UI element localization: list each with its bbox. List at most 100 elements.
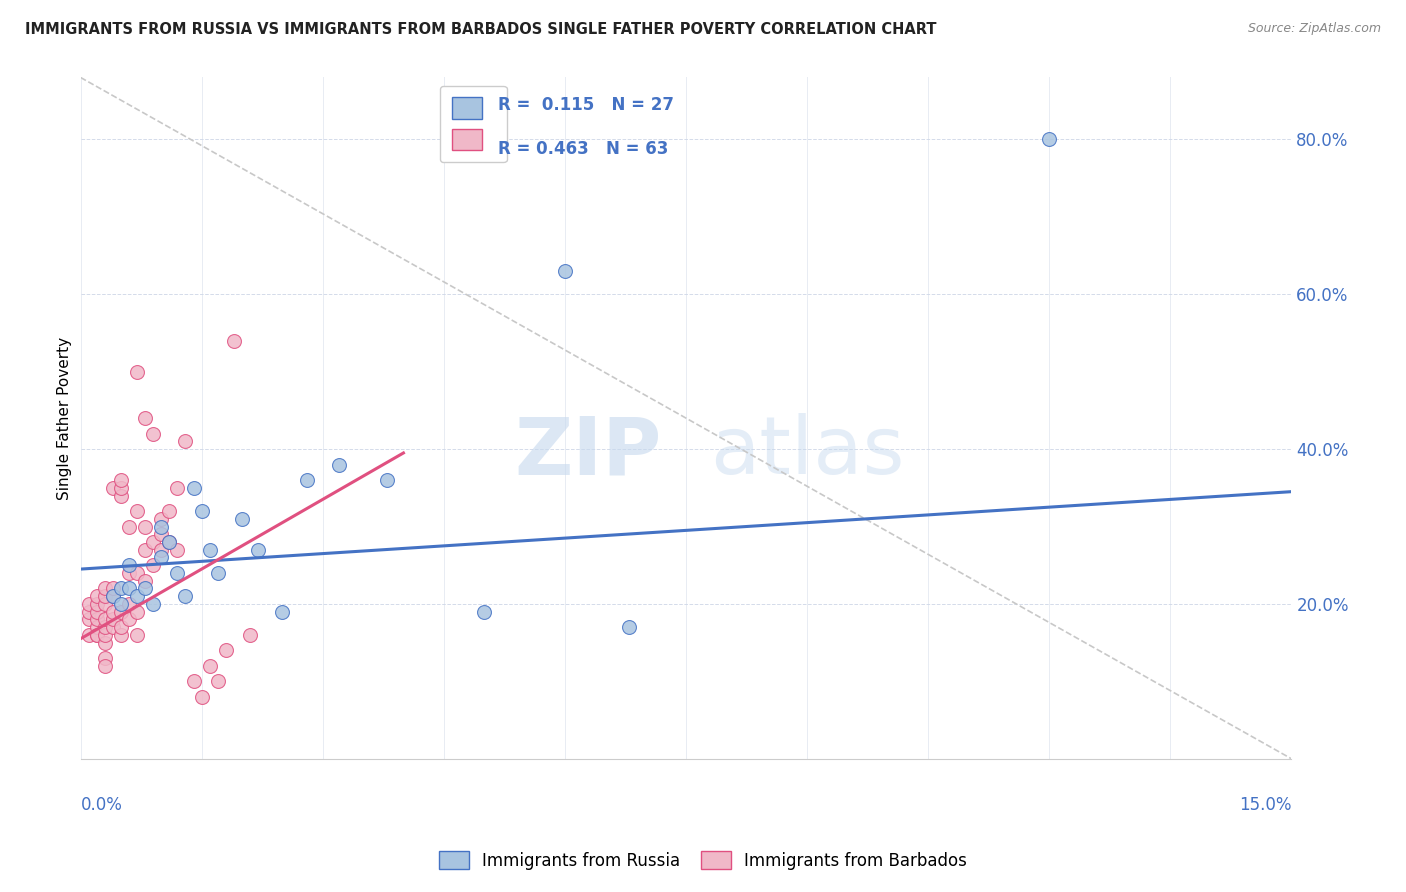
Point: [101, 605, 124, 619]
Point: [134, 574, 156, 588]
Point: [150, 527, 173, 541]
Point: [157, 535, 180, 549]
Point: [101, 589, 124, 603]
Point: [101, 612, 124, 626]
Point: [93, 612, 115, 626]
Point: [134, 542, 156, 557]
Point: [198, 658, 221, 673]
Point: [118, 597, 141, 611]
Point: [93, 589, 115, 603]
Point: [619, 620, 641, 634]
Point: [183, 674, 205, 689]
Point: [86, 605, 108, 619]
Point: [110, 489, 132, 503]
Point: [157, 504, 180, 518]
Text: R =  0.115   N = 27: R = 0.115 N = 27: [498, 96, 675, 114]
Point: [295, 473, 318, 487]
Point: [142, 535, 165, 549]
Y-axis label: Single Father Poverty: Single Father Poverty: [58, 336, 72, 500]
Point: [125, 365, 148, 379]
Point: [125, 628, 148, 642]
Point: [375, 473, 398, 487]
Point: [101, 589, 124, 603]
Point: [1038, 132, 1060, 146]
Point: [134, 582, 156, 596]
Point: [93, 597, 115, 611]
Point: [93, 582, 115, 596]
Point: [247, 542, 270, 557]
Point: [150, 519, 173, 533]
Text: R = 0.463   N = 63: R = 0.463 N = 63: [498, 140, 669, 158]
Point: [125, 605, 148, 619]
Point: [118, 566, 141, 580]
Point: [86, 597, 108, 611]
Point: [183, 481, 205, 495]
Point: [215, 643, 238, 657]
Point: [166, 566, 188, 580]
Legend: Immigrants from Russia, Immigrants from Barbados: Immigrants from Russia, Immigrants from …: [433, 845, 973, 877]
Point: [86, 612, 108, 626]
Point: [142, 597, 165, 611]
Point: [150, 550, 173, 565]
Point: [118, 519, 141, 533]
Point: [110, 481, 132, 495]
Point: [328, 458, 350, 472]
Point: [101, 582, 124, 596]
Point: [150, 542, 173, 557]
Point: [166, 481, 188, 495]
Point: [110, 620, 132, 634]
Point: [93, 651, 115, 665]
Point: [142, 426, 165, 441]
Point: [77, 628, 100, 642]
Point: [110, 605, 132, 619]
Point: [174, 589, 197, 603]
Point: [125, 589, 148, 603]
Point: [190, 504, 212, 518]
Point: [142, 558, 165, 573]
Point: [93, 620, 115, 634]
Text: ZIP: ZIP: [515, 413, 662, 491]
Point: [110, 597, 132, 611]
Legend: , : ,: [440, 86, 506, 162]
Point: [150, 512, 173, 526]
Point: [554, 264, 576, 278]
Point: [222, 334, 245, 348]
Point: [93, 628, 115, 642]
Point: [198, 542, 221, 557]
Point: [118, 558, 141, 573]
Text: atlas: atlas: [710, 413, 904, 491]
Point: [101, 481, 124, 495]
Text: 0.0%: 0.0%: [80, 797, 122, 814]
Point: [77, 605, 100, 619]
Point: [271, 605, 294, 619]
Point: [190, 690, 212, 704]
Point: [86, 620, 108, 634]
Text: IMMIGRANTS FROM RUSSIA VS IMMIGRANTS FROM BARBADOS SINGLE FATHER POVERTY CORRELA: IMMIGRANTS FROM RUSSIA VS IMMIGRANTS FRO…: [25, 22, 936, 37]
Point: [110, 628, 132, 642]
Point: [174, 434, 197, 449]
Point: [472, 605, 495, 619]
Point: [77, 597, 100, 611]
Point: [125, 566, 148, 580]
Point: [207, 566, 229, 580]
Text: Source: ZipAtlas.com: Source: ZipAtlas.com: [1247, 22, 1381, 36]
Point: [134, 519, 156, 533]
Point: [134, 411, 156, 425]
Point: [101, 620, 124, 634]
Point: [86, 628, 108, 642]
Point: [93, 635, 115, 649]
Point: [86, 589, 108, 603]
Point: [125, 504, 148, 518]
Point: [207, 674, 229, 689]
Point: [93, 658, 115, 673]
Point: [118, 582, 141, 596]
Point: [166, 542, 188, 557]
Point: [86, 628, 108, 642]
Point: [118, 612, 141, 626]
Point: [110, 473, 132, 487]
Text: 15.0%: 15.0%: [1239, 797, 1292, 814]
Point: [77, 612, 100, 626]
Point: [110, 582, 132, 596]
Point: [239, 628, 262, 642]
Point: [231, 512, 253, 526]
